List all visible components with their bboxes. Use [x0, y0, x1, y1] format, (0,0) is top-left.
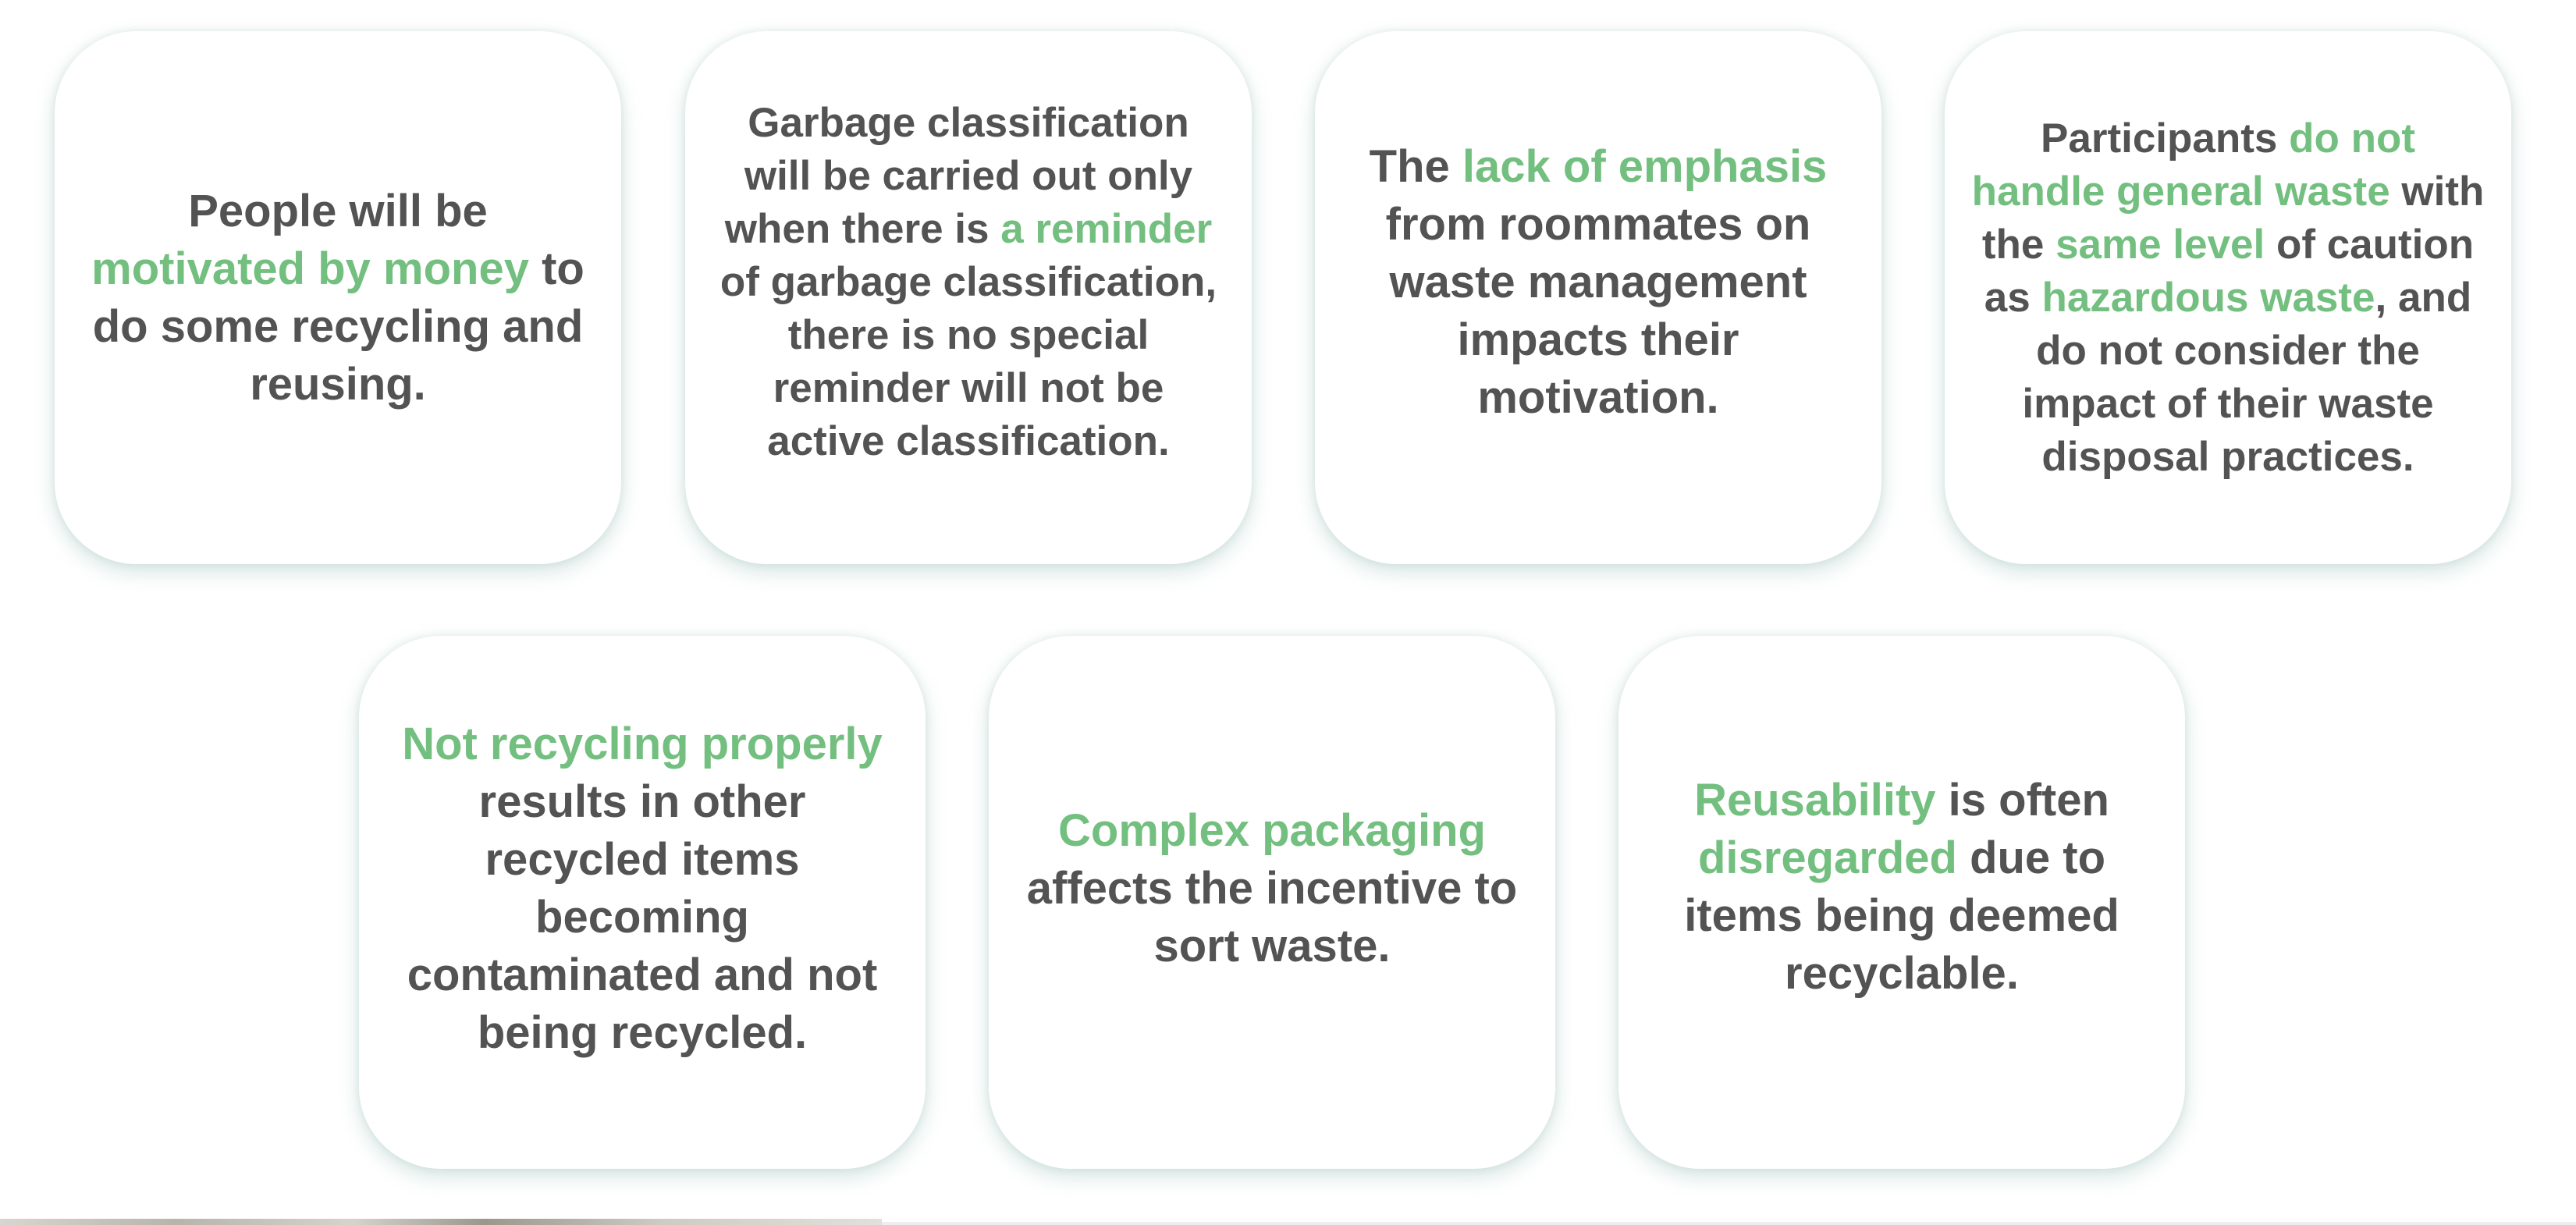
highlighted-phrase: lack of emphasis: [1462, 140, 1828, 192]
insight-text: Complex packaging affects the incentive …: [1015, 802, 1529, 975]
text-segment: due to items being deemed recyclable.: [1684, 832, 2119, 999]
highlighted-phrase: Reusability: [1694, 774, 1936, 826]
highlighted-phrase: Not recycling properly: [402, 718, 883, 769]
text-segment: from roommates on waste management impac…: [1385, 198, 1811, 423]
bottom-divider: [882, 1222, 2576, 1225]
insight-text: Participants do not handle general waste…: [1971, 112, 2485, 484]
text-segment: affects the incentive to sort waste.: [1026, 862, 1518, 971]
text-segment: to do some recycling and reusing.: [92, 243, 584, 410]
highlighted-phrase: hazardous waste: [2041, 274, 2375, 321]
text-segment: with the: [1981, 168, 2485, 268]
highlighted-phrase: a reminder: [1000, 205, 1213, 252]
text-segment: results in other recycled items becoming…: [407, 776, 878, 1058]
text-segment: , and do not consider the impact of thei…: [2022, 274, 2472, 480]
highlighted-phrase: do not handle general waste: [1971, 115, 2415, 215]
text-segment: Garbage classification will be carried o…: [724, 99, 1193, 252]
text-segment: of garbage classification, there is no s…: [720, 258, 1217, 464]
text-segment: People will be: [188, 185, 488, 236]
highlighted-phrase: motivated by money: [91, 243, 529, 294]
insight-card-hazardous-waste: Participants do not handle general waste…: [1945, 31, 2511, 564]
insight-card-not-recycling-properly: Not recycling properly results in other …: [359, 636, 926, 1169]
text-segment: Participants: [2041, 115, 2290, 162]
insight-card-reusability: Reusability is often disregarded due to …: [1618, 636, 2185, 1169]
insight-card-motivated-by-money: People will be motivated by money to do …: [55, 31, 621, 564]
text-segment: is often: [1935, 774, 2109, 826]
insight-text: Not recycling properly results in other …: [386, 715, 899, 1062]
highlighted-phrase: same level: [2055, 221, 2265, 268]
insight-text: People will be motivated by money to do …: [81, 183, 595, 414]
insight-card-complex-packaging: Complex packaging affects the incentive …: [989, 636, 1555, 1169]
cropped-photo-strip: [0, 1219, 882, 1225]
insight-card-lack-of-emphasis: The lack of emphasis from roommates on w…: [1315, 31, 1881, 564]
text-segment: of caution as: [1984, 221, 2475, 321]
highlighted-phrase: disregarded: [1697, 832, 1957, 883]
text-segment: The: [1369, 140, 1462, 192]
insight-text: The lack of emphasis from roommates on w…: [1341, 138, 1855, 427]
insight-card-reminder: Garbage classification will be carried o…: [685, 31, 1252, 564]
insight-text: Garbage classification will be carried o…: [712, 97, 1225, 468]
insight-text: Reusability is often disregarded due to …: [1645, 772, 2159, 1003]
highlighted-phrase: Complex packaging: [1058, 804, 1486, 856]
